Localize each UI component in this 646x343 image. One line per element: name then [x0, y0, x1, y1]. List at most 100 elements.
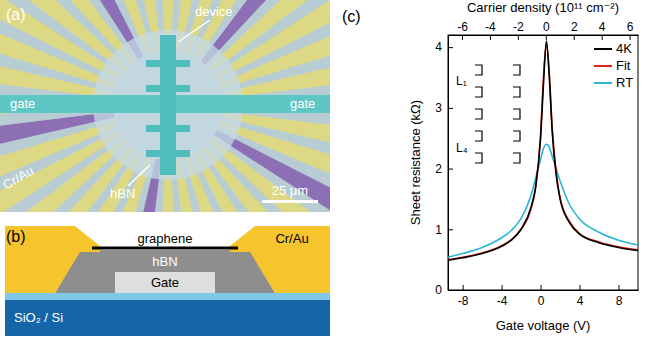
device-arm [146, 60, 190, 67]
tick-label: 0 [538, 294, 545, 308]
contact [5, 226, 100, 293]
legend-swatch [594, 82, 612, 84]
annotation: gate [290, 96, 315, 111]
legend-label: Fit [616, 58, 631, 73]
plot-area [448, 41, 638, 260]
tick-label: -4 [497, 294, 508, 308]
inset-contact [513, 131, 520, 141]
tick-label: 3 [435, 101, 442, 115]
legend-swatch [594, 48, 612, 50]
tick-mark [502, 285, 503, 290]
plot-frame [448, 35, 638, 290]
substrate [5, 300, 330, 336]
tick: 6 [627, 20, 634, 40]
tick: -4 [485, 20, 496, 40]
tick-mark [580, 285, 581, 290]
tick-label: -4 [485, 20, 496, 34]
tick: 0 [538, 285, 545, 308]
tick-label: -2 [513, 20, 524, 34]
tick-mark [541, 285, 542, 290]
graphene [92, 247, 238, 250]
tick-mark [448, 169, 453, 170]
tick-mark [448, 108, 453, 109]
inset-contact [475, 109, 482, 119]
layer-label: Gate [151, 275, 179, 290]
tick-label: 4 [599, 20, 606, 34]
tick-label: 2 [435, 162, 442, 176]
tick-mark [619, 285, 620, 290]
tick-mark [448, 290, 453, 291]
tick-mark [546, 35, 547, 40]
device-arm [146, 125, 190, 132]
tick-mark [574, 35, 575, 40]
inset-contact [513, 109, 520, 119]
contact [230, 226, 330, 293]
x-axis: -8 -4 0 4 8 [449, 285, 639, 308]
legend: 4K Fit RT [594, 41, 633, 90]
axis-title: Sheet resistance (kΩ) [408, 100, 423, 225]
inset-contact [475, 131, 482, 141]
tick: 1 [435, 223, 453, 237]
panel-c: -8 -4 0 4 8 -6 -4 -2 0 2 4 6 0 1 2 3 4 (c) Gate voltage (V… [342, 0, 639, 333]
inset-contact [475, 87, 482, 97]
scale-bar [262, 200, 318, 203]
layer-label: SiO₂ / Si [14, 310, 63, 325]
oxide [5, 293, 330, 300]
tick: 2 [571, 20, 578, 40]
axis-line [449, 290, 639, 291]
legend-label: 4K [616, 41, 632, 56]
inset: L₁L₄ [456, 65, 520, 163]
tick-label: -8 [458, 294, 469, 308]
y-axis: 0 1 2 3 4 [435, 36, 453, 298]
annotation: Cr/Au [0, 163, 36, 193]
tick-label: 4 [435, 40, 442, 54]
inset-contact [513, 87, 520, 97]
tick-label: 0 [435, 283, 442, 297]
inset-contact [475, 65, 482, 75]
inset-contact [513, 65, 520, 75]
panel-label: (b) [6, 228, 26, 245]
inset-label: L₁ [456, 74, 467, 88]
tick-label: 0 [543, 20, 550, 34]
tick: 0 [435, 283, 453, 297]
tick: -6 [457, 20, 468, 40]
tick-mark [602, 35, 603, 40]
device-arm [146, 85, 190, 92]
tick: 3 [435, 101, 453, 115]
series-line [448, 144, 638, 257]
annotation: device [195, 4, 233, 19]
layer-label: Cr/Au [275, 231, 308, 246]
tick: 4 [577, 285, 584, 308]
tick: -4 [497, 285, 508, 308]
tick-label: 1 [435, 223, 442, 237]
inset-contact [475, 153, 482, 163]
tick: 2 [435, 162, 453, 176]
tick: -2 [513, 20, 524, 40]
tick: 8 [616, 285, 623, 308]
tick: 0 [543, 20, 550, 40]
panel-label: (c) [342, 8, 361, 25]
inset-contact [513, 153, 520, 163]
tick-mark [490, 35, 491, 40]
axis-title: Carrier density (10¹¹ cm⁻²) [467, 0, 619, 15]
axis-title: Gate voltage (V) [496, 318, 591, 333]
gate-layer [115, 272, 215, 293]
legend-swatch [594, 65, 612, 67]
panel-label: (a) [6, 6, 26, 23]
tick-label: -6 [457, 20, 468, 34]
panel-a: (a)devicegategateCr/AuhBN25 μm [0, 0, 330, 212]
scale-bar-label: 25 μm [272, 183, 308, 198]
tick-label: 6 [627, 20, 634, 34]
legend-label: RT [616, 75, 633, 90]
arrow [128, 165, 150, 186]
tick-mark [518, 35, 519, 40]
layer-label: graphene [138, 231, 193, 246]
device-arm [146, 150, 190, 157]
panel-b: (b)grapheneCr/AuhBNGateSiO₂ / Si [5, 226, 330, 336]
arrow [178, 20, 210, 42]
tick: -8 [458, 285, 469, 308]
tick-mark [448, 229, 453, 230]
axis-line [448, 36, 449, 291]
tick-label: 2 [571, 20, 578, 34]
tick-label: 4 [577, 294, 584, 308]
